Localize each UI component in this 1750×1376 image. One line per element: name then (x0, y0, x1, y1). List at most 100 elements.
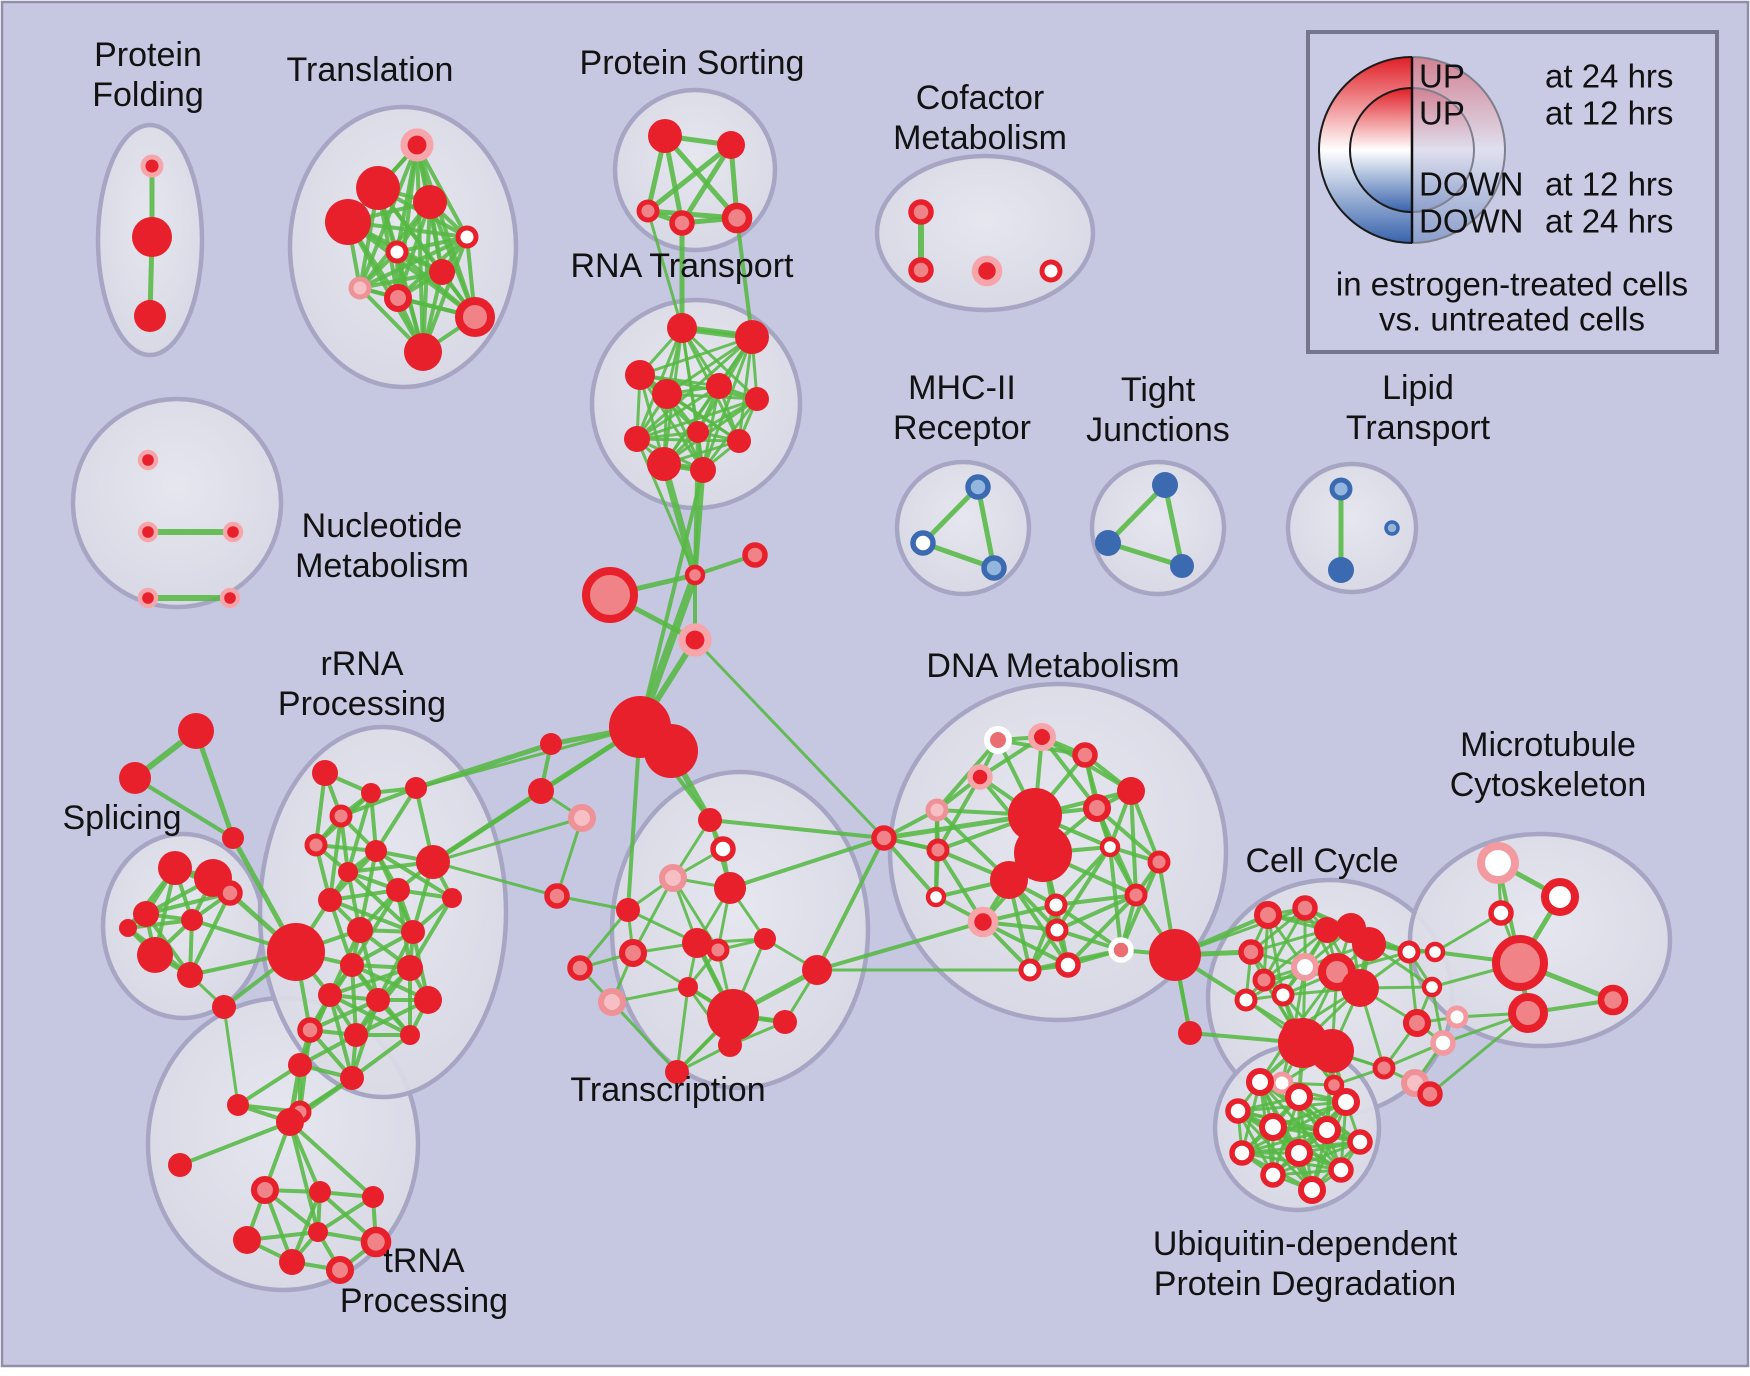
network-edge (414, 725, 642, 790)
network-node-rp (1253, 900, 1283, 930)
network-edge (188, 891, 232, 977)
network-node-pw (1477, 842, 1519, 884)
network-node-rp (544, 883, 570, 909)
network-edge (638, 335, 754, 377)
network-node-rp (721, 202, 753, 234)
network-node-rw (1331, 1087, 1361, 1117)
network-node-r (773, 1010, 797, 1034)
network-node-r (177, 962, 203, 988)
network-node-rp (329, 804, 353, 828)
network-edge (374, 786, 418, 853)
network-node-r (1314, 917, 1340, 943)
network-node-pr (400, 128, 434, 162)
network-node-r (318, 983, 342, 1007)
legend-text: UP at 24 hrs UP at 12 hrs DOWN at 12 hrs DOWN a… (1336, 58, 1688, 338)
network-node-rp (250, 1175, 280, 1205)
network-edge (635, 335, 754, 441)
network-node-b (1328, 557, 1354, 583)
network-edge (679, 142, 734, 226)
network-node-rp (1402, 1008, 1432, 1038)
network-edge (193, 728, 236, 841)
network-node-r (168, 1153, 192, 1177)
network-edge (1054, 903, 1123, 952)
network-edge (1236, 1109, 1362, 1144)
network-node-r (678, 977, 698, 997)
network-node-rp (1372, 1056, 1396, 1080)
network-node-pk (567, 803, 597, 833)
network-node-r (347, 917, 373, 943)
network-edge (350, 1033, 412, 1080)
network-node-r (119, 919, 137, 937)
network-node-r (616, 898, 640, 922)
network-node-r (1310, 1029, 1354, 1073)
network-node-r (727, 429, 751, 453)
network-edge (735, 216, 754, 339)
network-node-rw (1229, 1140, 1255, 1166)
network-node-r (119, 762, 151, 794)
network-edge (635, 437, 697, 577)
network-node-r (667, 313, 697, 343)
legend-time-label: at 24 hrs (1545, 58, 1673, 95)
network-node-rw (1284, 1138, 1314, 1168)
network-edge (395, 235, 469, 254)
network-edge (645, 142, 734, 214)
cluster-label-nucleotide-metabolism: Nucleotide (302, 507, 463, 545)
network-node-r (714, 872, 746, 904)
network-node-r (625, 360, 655, 390)
network-node-rp (1147, 850, 1171, 874)
network-node-rw (455, 225, 479, 249)
network-edge (1162, 482, 1185, 569)
network-edge (1433, 911, 1503, 954)
network-edge (222, 1005, 240, 1107)
network-node-pw (1430, 1030, 1456, 1056)
network-edge (288, 1120, 375, 1199)
network-edge (1428, 1011, 1530, 1096)
network-node-r (132, 217, 172, 257)
network-node-rw (1424, 941, 1446, 963)
network-node-r (682, 928, 712, 958)
legend-time-label: at 12 hrs (1545, 166, 1673, 203)
network-edge (1249, 928, 1329, 954)
network-node-r (344, 1023, 368, 1047)
network-node-r (227, 1094, 249, 1116)
network-node-r (362, 1186, 384, 1208)
network-edge (133, 776, 235, 840)
network-node-b (1152, 472, 1178, 498)
network-node-pk (348, 276, 372, 300)
network-node-rp (1072, 742, 1098, 768)
network-node-rw (1488, 900, 1514, 926)
network-node-r (652, 379, 682, 409)
legend-direction-label: UP (1419, 58, 1465, 95)
network-node-rp (618, 938, 648, 968)
network-node-r (366, 988, 390, 1012)
network-node-b (1170, 554, 1194, 578)
network-node-rw (1312, 1115, 1342, 1145)
network-edge (660, 460, 699, 579)
network-edge (1262, 906, 1307, 982)
network-edge (701, 335, 754, 472)
network-edge (815, 920, 985, 972)
network-node-rp (908, 199, 934, 225)
network-node-r (717, 131, 745, 159)
network-node-rp (325, 1255, 355, 1285)
network-node-rp (1252, 968, 1276, 992)
legend-time-label: at 12 hrs (1545, 95, 1673, 132)
network-node-r (735, 320, 769, 354)
network-node-pr (971, 255, 1003, 287)
network-node-r (442, 888, 462, 908)
network-node-rw (1271, 983, 1295, 1007)
network-node-rp (684, 564, 706, 586)
network-node-pk (658, 863, 688, 893)
network-edge (178, 1120, 292, 1167)
network-node-pr (137, 521, 159, 543)
network-node-rp (567, 955, 593, 981)
network-node-rp (455, 297, 495, 337)
network-node-rw (1045, 918, 1069, 942)
network-node-pw (1445, 1005, 1469, 1029)
network-node-r (181, 909, 203, 931)
network-node-rp (1492, 935, 1548, 991)
network-edge (339, 786, 418, 818)
node-layer (119, 119, 1629, 1285)
